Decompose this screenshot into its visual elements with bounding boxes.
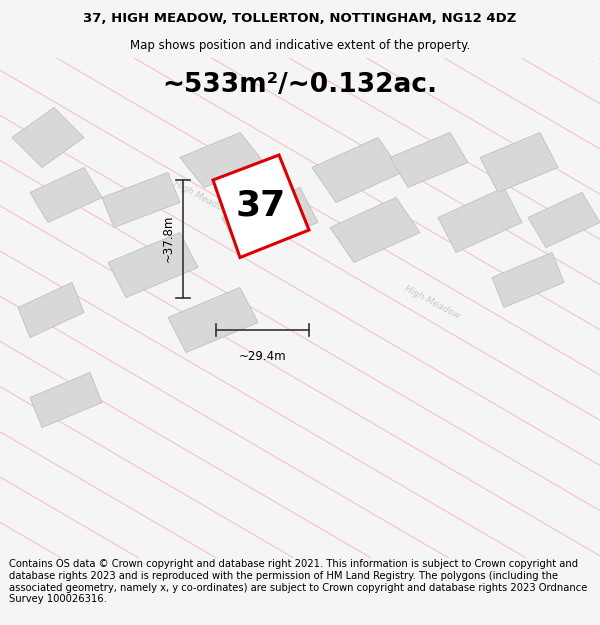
Text: High Meadow: High Meadow <box>172 179 230 216</box>
Polygon shape <box>108 232 198 298</box>
Text: 37, HIGH MEADOW, TOLLERTON, NOTTINGHAM, NG12 4DZ: 37, HIGH MEADOW, TOLLERTON, NOTTINGHAM, … <box>83 11 517 24</box>
Polygon shape <box>180 132 264 188</box>
Polygon shape <box>30 168 102 222</box>
Polygon shape <box>12 107 84 168</box>
Text: 37: 37 <box>235 189 286 222</box>
Text: ~533m²/~0.132ac.: ~533m²/~0.132ac. <box>163 72 437 99</box>
Polygon shape <box>213 155 309 258</box>
Polygon shape <box>480 132 558 192</box>
Polygon shape <box>168 288 258 352</box>
Text: Map shows position and indicative extent of the property.: Map shows position and indicative extent… <box>130 39 470 52</box>
Polygon shape <box>492 253 564 308</box>
Polygon shape <box>390 132 468 188</box>
Text: ~37.8m: ~37.8m <box>161 215 175 262</box>
Polygon shape <box>438 188 522 253</box>
Text: ~29.4m: ~29.4m <box>239 350 286 363</box>
Polygon shape <box>312 138 402 202</box>
Polygon shape <box>330 198 420 262</box>
Polygon shape <box>222 188 318 253</box>
Text: High Meadow: High Meadow <box>403 284 461 321</box>
Polygon shape <box>528 192 600 248</box>
Text: Contains OS data © Crown copyright and database right 2021. This information is : Contains OS data © Crown copyright and d… <box>9 559 587 604</box>
Polygon shape <box>30 372 102 428</box>
Polygon shape <box>102 173 180 228</box>
Polygon shape <box>18 282 84 338</box>
